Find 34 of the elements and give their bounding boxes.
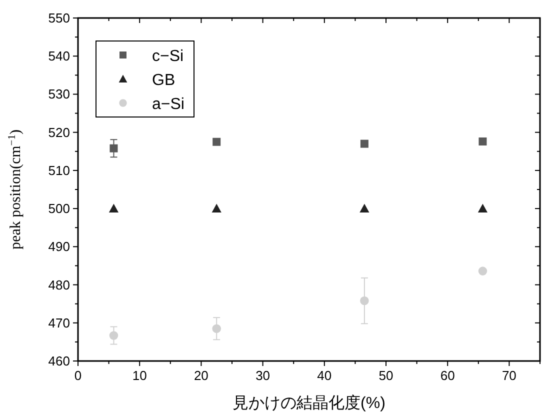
legend-label: c−Si xyxy=(152,48,184,65)
point xyxy=(478,266,488,276)
y-tick-label: 520 xyxy=(48,124,70,140)
point xyxy=(212,324,221,334)
y-tick-label: 510 xyxy=(48,162,70,178)
x-tick-label: 40 xyxy=(317,368,332,383)
x-tick-label: 30 xyxy=(256,368,270,383)
y-tick-label: 540 xyxy=(48,48,70,64)
x-tick-label: 10 xyxy=(132,368,147,383)
point xyxy=(109,331,118,340)
y-tick-label: 500 xyxy=(48,201,70,216)
y-tick-label: 480 xyxy=(48,277,70,292)
legend-label: a−Si xyxy=(152,96,184,113)
x-tick-label: 20 xyxy=(194,368,208,383)
x-tick-label: 50 xyxy=(378,368,394,383)
x-tick-label: 0 xyxy=(74,368,82,383)
point xyxy=(212,204,222,213)
point xyxy=(478,204,488,213)
x-tick-label: 60 xyxy=(440,368,455,383)
y-tick-label: 550 xyxy=(48,10,70,26)
point xyxy=(108,204,119,213)
point xyxy=(360,296,369,306)
y-tick-label: 470 xyxy=(48,315,70,330)
x-tick-label: 70 xyxy=(502,368,516,383)
y-tick-label: 460 xyxy=(48,354,70,368)
point xyxy=(360,204,370,213)
point xyxy=(478,137,487,146)
y-tick-label: 490 xyxy=(48,239,70,254)
point xyxy=(110,144,118,152)
point xyxy=(360,140,368,148)
legend-label: GB xyxy=(152,72,176,89)
point xyxy=(212,138,221,146)
y-tick-label: 530 xyxy=(48,86,70,102)
x-axis-title: 見かけの結晶化度(%) xyxy=(232,394,386,412)
